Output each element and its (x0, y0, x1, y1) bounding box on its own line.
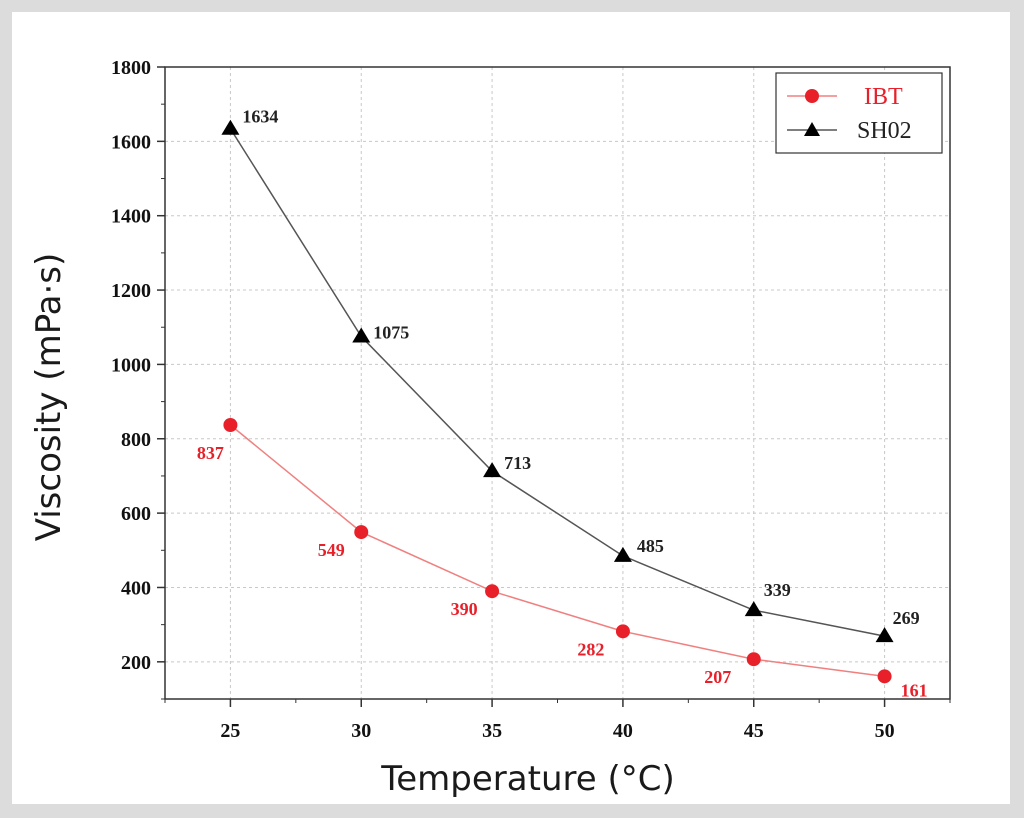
y-axis-title: Viscosity (mPa·s) (29, 253, 69, 542)
sh02-data-label: 713 (504, 453, 531, 473)
ibt-point (615, 624, 630, 639)
x-axis-title: Temperature (°C) (380, 759, 674, 799)
y-tick-label: 1600 (111, 131, 151, 153)
series-line-ibt (229, 424, 885, 678)
grid (165, 66, 950, 699)
sh02-data-label: 1634 (242, 107, 278, 127)
ibt-data-label: 161 (901, 680, 928, 700)
legend: IBT SH02 (775, 72, 943, 154)
ibt-point (485, 584, 500, 599)
sh02-point (875, 627, 894, 643)
ibt-point (877, 669, 892, 684)
plot-area-border (164, 66, 951, 700)
sh02-data-label: 269 (893, 608, 920, 628)
y-tick-label: 1400 (111, 206, 151, 228)
series-layer (221, 119, 894, 684)
y-tick-label: 800 (121, 429, 151, 451)
y-tick-label: 600 (121, 503, 151, 525)
legend-sh02-marker (804, 122, 820, 136)
viscosity-chart: 200 400 600 800 1000 1200 1400 1600 1800 25 30 35 40… (29, 57, 951, 799)
y-tick-label: 200 (121, 652, 151, 674)
ibt-data-label: 837 (197, 443, 224, 463)
legend-ibt-label: IBT (864, 84, 903, 110)
y-tick-label: 1800 (111, 57, 151, 79)
axis-ticks: 200 400 600 800 1000 1200 1400 1600 1800 25 30 35 40… (111, 57, 951, 742)
sh02-point (352, 327, 371, 343)
sh02-point (483, 462, 502, 478)
ibt-data-label: 390 (451, 599, 478, 619)
legend-ibt-marker (805, 89, 819, 103)
y-tick-label: 1000 (111, 354, 151, 376)
series-line-sh02 (229, 128, 885, 637)
ibt-point (746, 652, 761, 667)
x-tick-label: 35 (482, 720, 502, 742)
sh02-point (613, 546, 632, 562)
x-tick-label: 45 (744, 720, 764, 742)
x-tick-label: 30 (351, 720, 371, 742)
x-tick-label: 50 (875, 720, 895, 742)
y-tick-label: 400 (121, 577, 151, 599)
legend-sh02-label: SH02 (857, 118, 912, 144)
legend-box (775, 72, 943, 154)
sh02-data-label: 485 (637, 536, 664, 556)
sh02-data-label: 1075 (373, 323, 409, 343)
ibt-point (223, 418, 238, 433)
x-tick-label: 40 (613, 720, 633, 742)
x-tick-label: 25 (220, 720, 240, 742)
ibt-data-label: 207 (704, 667, 731, 687)
chart-frame: 200 400 600 800 1000 1200 1400 1600 1800 25 30 35 40… (12, 12, 1010, 804)
data-labels: 837 549 390 282 207 161 1634 1075 713 485 339 269 (197, 107, 928, 701)
ibt-point (354, 525, 369, 540)
sh02-point (744, 601, 763, 617)
sh02-data-label: 339 (764, 580, 791, 600)
y-tick-label: 1200 (111, 280, 151, 302)
ibt-data-label: 282 (577, 639, 604, 659)
sh02-point (221, 119, 240, 135)
ibt-data-label: 549 (318, 540, 345, 560)
